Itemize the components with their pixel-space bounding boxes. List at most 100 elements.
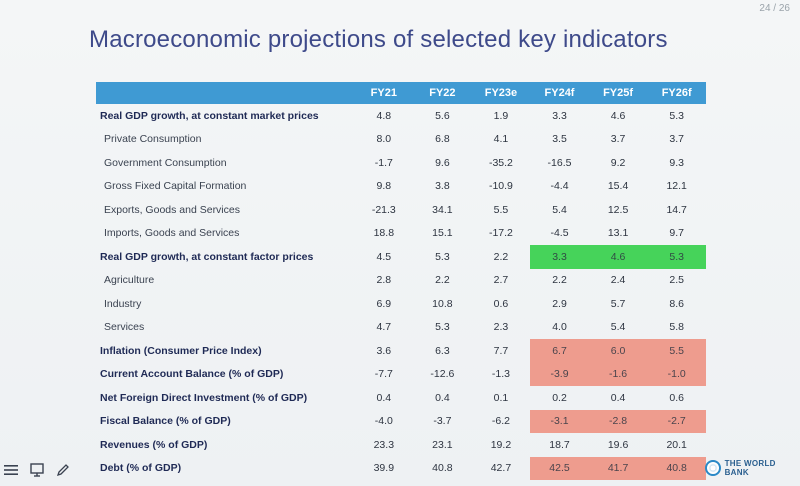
cell-value: 5.3 [669,109,684,122]
cell-value: 10.8 [432,297,453,310]
value-cell: 6.0 [588,339,648,363]
cell-value: 3.6 [376,344,392,357]
value-cell: 3.7 [589,128,648,152]
value-cell: 5.5 [472,198,531,222]
cell-value: -1.0 [667,368,686,381]
cell-value: 4.8 [376,109,392,122]
cell-value: 3.5 [552,133,567,146]
value-cell: -2.8 [588,409,648,433]
row-label: Government Consumption [104,156,227,169]
cell-value: 2.2 [493,250,509,263]
row-label: Agriculture [104,274,155,287]
value-cell: 5.4 [589,316,648,340]
row-label: Fiscal Balance (% of GDP) [100,415,231,428]
value-cell: -1.0 [647,362,706,386]
value-cell: 2.5 [647,269,706,293]
row-label: Services [104,321,145,334]
column-header: FY21 [354,82,414,104]
value-cell: 4.6 [588,245,648,269]
value-cell: 3.6 [355,339,414,363]
value-cell: -4.4 [530,175,589,199]
value-cell: 3.5 [530,128,589,152]
cell-value: 6.8 [435,133,450,146]
cell-value: 6.9 [376,297,392,310]
cell-value: -4.0 [374,415,393,428]
value-cell: -4.0 [355,410,414,434]
value-cell: 4.0 [530,316,589,340]
column-header: FY25f [588,82,648,104]
cell-value: 2.8 [376,274,392,287]
value-cell: 2.9 [530,292,589,316]
value-cell: 5.3 [647,104,706,128]
cell-value: 12.1 [666,180,687,193]
value-cell: 4.5 [355,245,414,269]
value-cell: 5.8 [647,316,706,340]
value-cell: 41.7 [588,456,648,480]
cell-value: -3.1 [550,415,569,428]
cell-value: 7.7 [493,344,509,357]
cell-value: -12.6 [430,368,455,381]
cell-value: 1.9 [493,109,509,122]
value-cell: 6.9 [355,292,414,316]
cell-value: -2.7 [667,415,686,428]
cell-value: -1.7 [374,156,393,169]
cell-value: 4.6 [610,250,626,263]
value-cell: 0.6 [647,386,706,410]
value-cell: 5.5 [647,339,706,363]
pen-icon[interactable] [54,461,72,479]
cell-value: 9.7 [669,227,684,240]
value-cell: 9.2 [589,151,648,175]
value-cell: 0.1 [472,386,531,410]
cell-value: 2.2 [552,274,567,287]
cell-value: 23.1 [432,438,453,451]
cell-value: -3.9 [550,368,569,381]
value-cell: 18.7 [530,433,589,457]
cell-value: 0.4 [610,391,626,404]
value-cell: 4.6 [589,104,648,128]
table-row: Debt (% of GDP) 39.9 40.8 42.7 42.5 41.7 40.8 [96,456,706,481]
table-row: Industry 6.9 10.8 0.6 2.9 5.7 8.6 [96,292,706,316]
cell-value: 2.2 [435,274,450,287]
cell-value: -10.9 [488,180,513,193]
cell-value: -21.3 [371,203,396,216]
value-cell: 0.4 [355,386,414,410]
cell-value: 9.3 [669,156,684,169]
cell-value: 3.3 [552,250,567,263]
table-row: Agriculture 2.8 2.2 2.7 2.2 2.4 2.5 [96,269,706,293]
value-cell: 19.2 [472,433,531,457]
value-cell: 2.2 [530,269,589,293]
value-cell: -6.2 [472,410,531,434]
value-cell: 20.1 [647,433,706,457]
cell-value: 34.1 [432,203,453,216]
value-cell: -2.7 [647,409,706,433]
value-cell: 42.7 [472,457,531,481]
cell-value: 5.7 [610,297,626,310]
table-row: Revenues (% of GDP) 23.3 23.1 19.2 18.7 19.6 2… [96,433,706,457]
cell-value: 0.2 [552,391,567,404]
cell-value: 8.6 [669,297,684,310]
cell-value: 5.6 [435,109,450,122]
cell-value: 15.4 [607,180,629,193]
table-row: Inflation (Consumer Price Index) 3.6 6.3 7.… [96,339,706,363]
row-label: Real GDP growth, at constant factor pric… [100,250,314,263]
row-label: Current Account Balance (% of GDP) [100,368,284,381]
cell-value: 0.4 [435,391,450,404]
cell-value: -1.6 [609,368,628,381]
column-header: FY26f [647,82,706,104]
cell-value: 9.8 [376,180,392,193]
value-cell: 0.2 [530,386,589,410]
cell-value: 13.1 [607,227,629,240]
cell-value: 6.7 [552,344,567,357]
value-cell: 0.4 [589,386,648,410]
table-body: Real GDP growth, at constant market pric… [96,104,706,480]
screen-icon[interactable] [28,461,46,479]
value-cell: 2.8 [355,269,414,293]
menu-icon[interactable] [2,461,20,479]
cell-value: 14.7 [666,203,687,216]
value-cell: 34.1 [413,198,472,222]
value-cell: 3.7 [647,128,706,152]
cell-value: -2.8 [609,415,628,428]
row-label: Revenues (% of GDP) [100,438,208,451]
value-cell: 15.1 [413,222,472,246]
value-cell: -3.7 [413,410,472,434]
